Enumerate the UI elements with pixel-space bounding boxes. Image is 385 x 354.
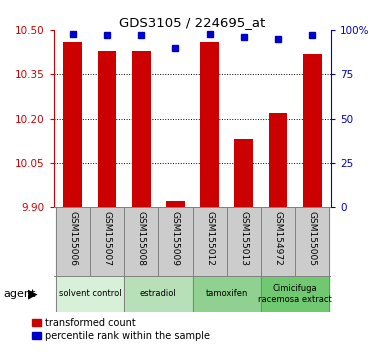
Text: ▶: ▶ xyxy=(28,287,38,300)
Bar xyxy=(261,207,295,276)
Legend: transformed count, percentile rank within the sample: transformed count, percentile rank withi… xyxy=(32,318,211,341)
Bar xyxy=(55,207,90,276)
Bar xyxy=(97,51,116,207)
Bar xyxy=(90,207,124,276)
Bar xyxy=(303,54,322,207)
Text: GSM155012: GSM155012 xyxy=(205,211,214,266)
Bar xyxy=(269,113,288,207)
Bar xyxy=(166,201,185,207)
Bar xyxy=(124,276,192,312)
Bar xyxy=(63,42,82,207)
Title: GDS3105 / 224695_at: GDS3105 / 224695_at xyxy=(119,16,266,29)
Text: GSM155013: GSM155013 xyxy=(239,211,248,266)
Text: agent: agent xyxy=(4,289,36,299)
Text: GSM155005: GSM155005 xyxy=(308,211,317,266)
Text: Cimicifuga
racemosa extract: Cimicifuga racemosa extract xyxy=(258,284,332,303)
Text: GSM155008: GSM155008 xyxy=(137,211,146,266)
Bar xyxy=(200,42,219,207)
Text: GSM155006: GSM155006 xyxy=(68,211,77,266)
Bar xyxy=(124,207,158,276)
Bar xyxy=(192,207,227,276)
Bar xyxy=(295,207,330,276)
Text: GSM155009: GSM155009 xyxy=(171,211,180,266)
Text: estradiol: estradiol xyxy=(140,289,177,298)
Bar xyxy=(55,276,124,312)
Bar xyxy=(234,139,253,207)
Text: GSM155007: GSM155007 xyxy=(102,211,111,266)
Bar xyxy=(132,51,151,207)
Text: solvent control: solvent control xyxy=(59,289,121,298)
Bar xyxy=(192,276,261,312)
Bar xyxy=(227,207,261,276)
Text: tamoxifen: tamoxifen xyxy=(206,289,248,298)
Text: GSM154972: GSM154972 xyxy=(274,211,283,266)
Bar xyxy=(261,276,330,312)
Bar xyxy=(158,207,192,276)
